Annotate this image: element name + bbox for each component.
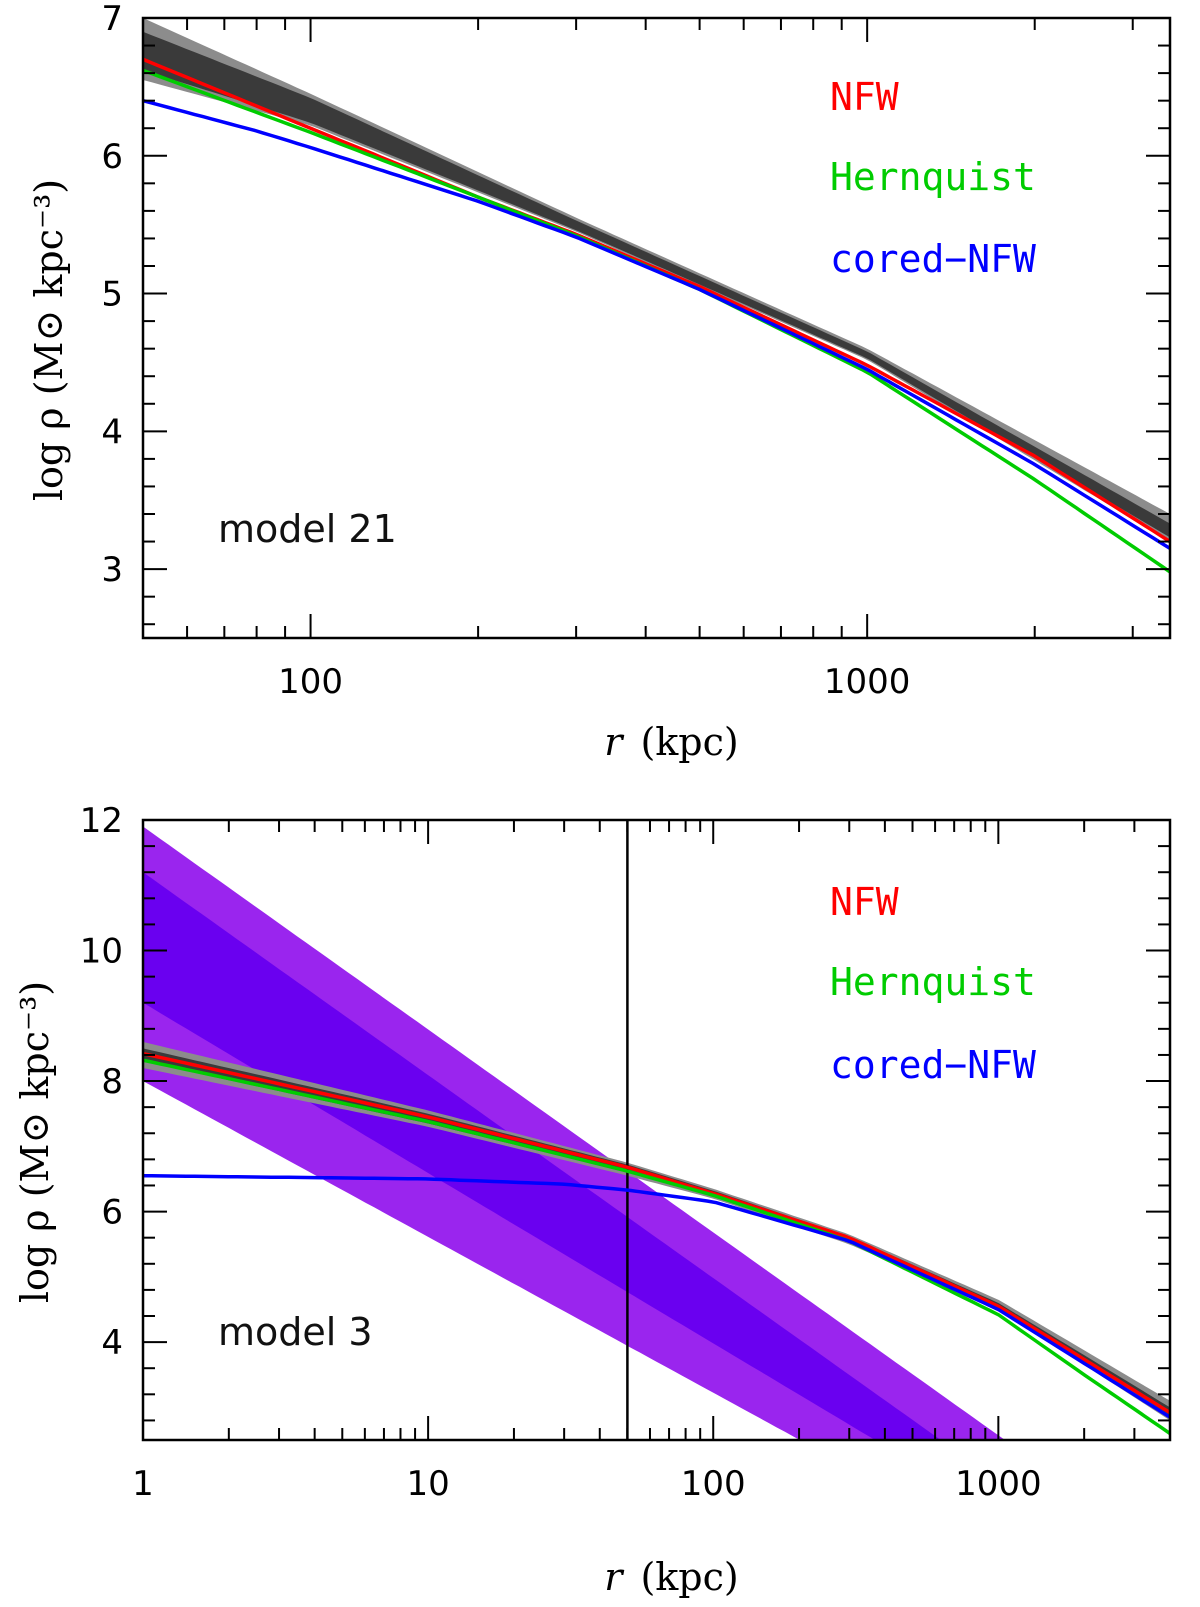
legend-entry: NFW xyxy=(830,75,899,119)
plot-frame xyxy=(141,818,1172,1442)
panel-model-3: 1 10 100 1000 4 6 8 10 12 r (kpc) log ρ (M⊙ kpc⁻³) N… xyxy=(13,801,1172,1599)
plot-frame xyxy=(141,16,1172,640)
legend-entry: cored−NFW xyxy=(830,237,1036,281)
model-annotation: model 21 xyxy=(218,507,397,551)
y-tick-label: 5 xyxy=(101,275,123,315)
x-axis-label: r (kpc) xyxy=(604,720,738,764)
panel-model-21: 100 1000 3 4 5 6 7 r (kpc) log ρ (M⊙ kpc⁻³) NFW Her… xyxy=(27,0,1172,764)
x-tick-label: 1000 xyxy=(955,1464,1042,1504)
x-axis-label: r (kpc) xyxy=(604,1555,738,1599)
x-tick-label: 1000 xyxy=(824,662,911,702)
x-axis-unit: (kpc) xyxy=(640,1555,738,1599)
plot-area xyxy=(143,820,1170,1440)
series-line-nfw xyxy=(143,1051,1170,1415)
y-tick-label: 7 xyxy=(101,0,123,39)
series-line-hernquist xyxy=(143,1058,1170,1435)
x-tick-label: 100 xyxy=(278,662,343,702)
series-line-corednfw xyxy=(143,1173,1170,1419)
y-tick-label: 6 xyxy=(101,1193,123,1233)
y-tick-label: 4 xyxy=(101,1323,123,1363)
model-annotation: model 3 xyxy=(218,1310,373,1354)
series-line-corednfw xyxy=(143,99,1170,550)
legend-entry: Hernquist xyxy=(830,155,1036,199)
x-axis-variable: r xyxy=(604,1555,625,1599)
x-axis-variable: r xyxy=(604,720,625,764)
y-tick-label: 4 xyxy=(101,412,123,452)
legend-entry: Hernquist xyxy=(830,960,1036,1004)
inner-band xyxy=(143,31,1170,538)
legend-entry: NFW xyxy=(830,880,899,924)
x-tick-label: 100 xyxy=(681,1464,746,1504)
y-tick-label: 3 xyxy=(101,550,123,590)
y-axis-label: log ρ (M⊙ kpc⁻³) xyxy=(27,179,71,501)
x-axis-unit: (kpc) xyxy=(640,720,738,764)
purple-inner-band xyxy=(143,872,941,1440)
x-tick-label: 10 xyxy=(406,1464,449,1504)
series-line-nfw xyxy=(143,57,1170,544)
plot-area xyxy=(143,18,1170,574)
x-tick-label: 1 xyxy=(132,1464,154,1504)
legend-entry: cored−NFW xyxy=(830,1043,1036,1087)
purple-outer-band xyxy=(143,826,1006,1440)
y-tick-label: 12 xyxy=(80,801,123,841)
y-tick-label: 6 xyxy=(101,137,123,177)
y-axis-label: log ρ (M⊙ kpc⁻³) xyxy=(13,981,57,1303)
y-tick-label: 10 xyxy=(80,932,123,972)
y-tick-label: 8 xyxy=(101,1062,123,1102)
series-line-hernquist xyxy=(143,68,1170,574)
